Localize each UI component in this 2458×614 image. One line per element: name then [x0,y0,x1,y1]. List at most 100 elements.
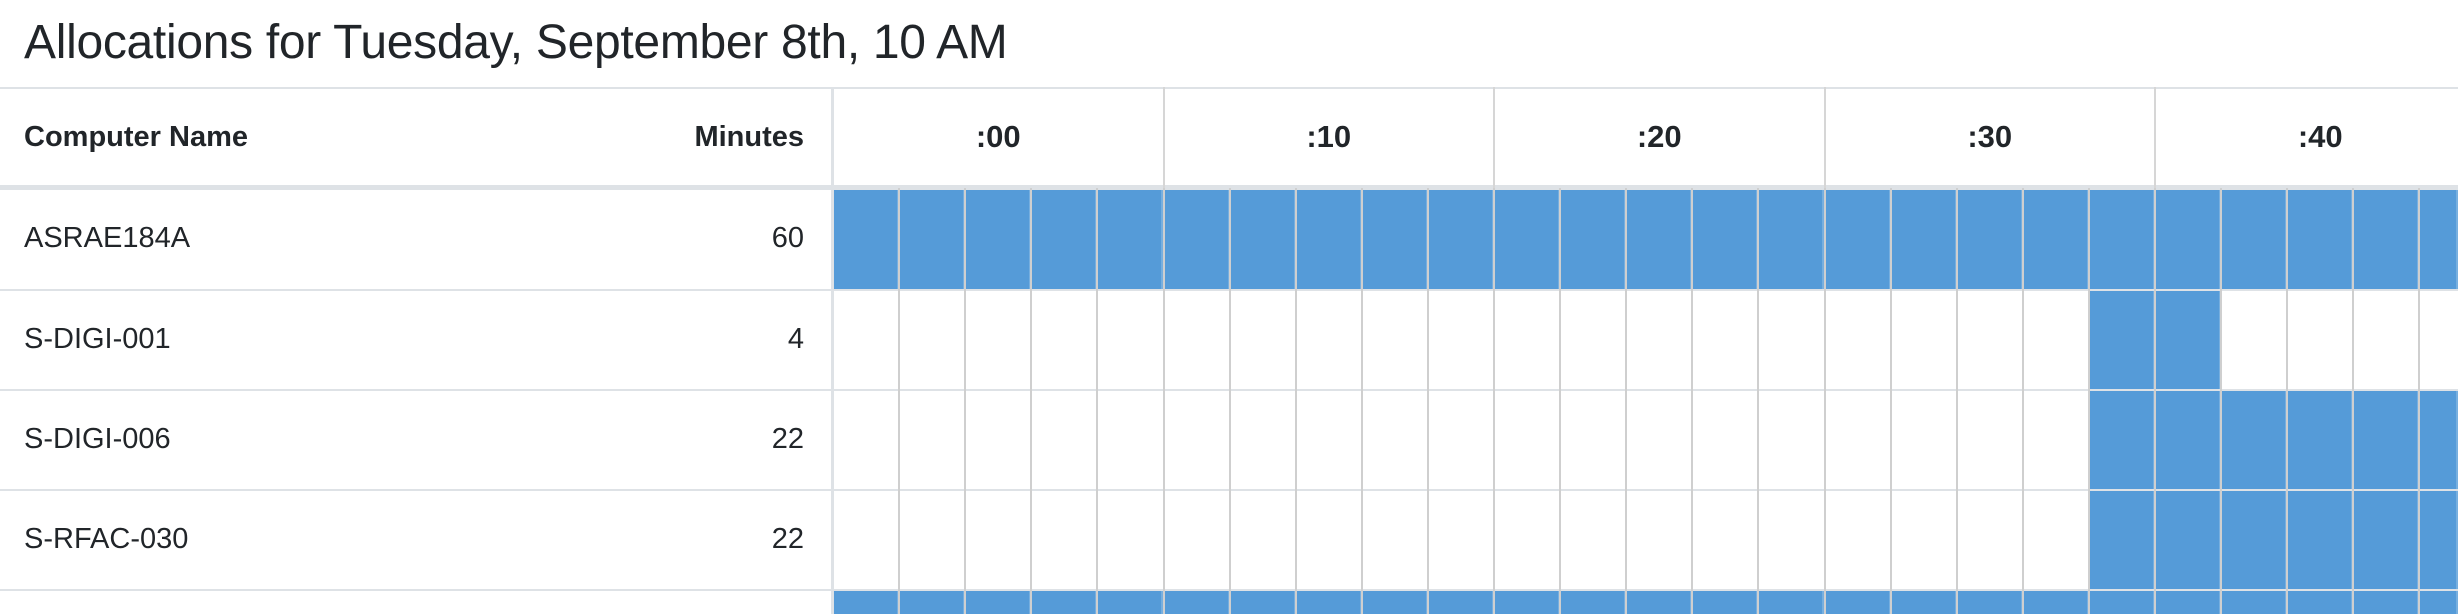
allocation-slot [2155,391,2222,490]
allocation-slot [965,591,1032,614]
slot-divider [2154,188,2156,614]
allocation-slot [1163,190,1230,289]
time-header: :10 [1306,119,1352,154]
allocation-slot [1890,591,1957,614]
allocation-slot [2353,391,2420,490]
allocation-slot [2155,190,2222,289]
allocation-slot [2419,591,2458,614]
allocation-slot [1295,591,1362,614]
slot-divider [2087,188,2090,614]
minutes-cell: 4 [787,322,804,355]
allocation-slot [2221,190,2288,289]
allocation-slot [1361,591,1428,614]
allocation-slot [1626,190,1693,289]
slot-divider [2220,188,2223,614]
allocation-slot [2022,591,2089,614]
allocation-slot [2088,491,2155,590]
time-header: :30 [1967,119,2013,154]
computer-name-cell: S-DIGI-006 [24,422,171,455]
time-group-divider [1493,87,1495,188]
page-title: Allocations for Tuesday, September 8th, … [24,16,1008,69]
time-header: :00 [975,119,1021,154]
allocation-slot [1626,591,1693,614]
allocation-slot [2419,190,2458,289]
time-header: :20 [1636,119,1682,154]
minutes-cell: 22 [771,422,804,455]
allocation-slot [1163,591,1230,614]
column-header-minutes: Minutes [694,120,804,153]
slot-divider [1625,188,1628,614]
allocation-slot [2088,190,2155,289]
allocation-slot [899,591,966,614]
computer-name-cell: S-RFAC-030 [24,522,189,555]
allocation-slot [2221,391,2288,490]
allocation-slot [1494,190,1561,289]
allocation-slot [2287,391,2354,490]
allocation-slot [965,190,1032,289]
allocation-slot [2353,491,2420,590]
minutes-cell: 22 [771,522,804,555]
computer-name-cell: ASRAE184A [24,221,191,254]
allocation-slot [833,591,900,614]
time-header: :40 [2297,119,2343,154]
allocation-slot [2353,591,2420,614]
allocation-slot [2287,591,2354,614]
time-group-divider [2154,87,2156,188]
allocation-slot [1295,190,1362,289]
allocation-slot [2088,591,2155,614]
slot-divider [2418,188,2421,614]
allocation-slot [1692,591,1759,614]
table-top-border [0,87,2458,89]
allocation-slot [2022,190,2089,289]
slot-divider [1228,188,1231,614]
allocation-slot [1824,591,1891,614]
allocation-slot [1758,591,1825,614]
slot-divider [1030,188,1033,614]
allocation-slot [1229,591,1296,614]
allocation-slot [2155,291,2222,390]
header-bottom-border [0,185,2458,190]
time-grid-divider [831,87,834,614]
allocation-slot [2088,391,2155,490]
slot-divider [1955,188,1958,614]
allocation-slot [2287,190,2354,289]
allocation-slot [2353,190,2420,289]
minutes-cell: 60 [771,221,804,254]
slot-divider [2021,188,2024,614]
allocation-slot [2221,491,2288,590]
slot-divider [898,188,901,614]
slot-divider [964,188,967,614]
allocation-slot [1031,190,1098,289]
allocation-slot [1560,591,1627,614]
allocation-slot [2419,391,2458,490]
slot-divider [1889,188,1892,614]
computer-name-cell: S-DIGI-001 [24,322,171,355]
allocation-slot [1229,190,1296,289]
slot-divider [2286,188,2289,614]
slot-divider [1162,188,1165,614]
column-header-computer-name: Computer Name [24,120,248,153]
allocation-slot [1956,190,2023,289]
slot-divider [1823,188,1826,614]
time-group-divider [1162,87,1165,188]
allocation-slot [1361,190,1428,289]
slot-divider [1096,188,1099,614]
slot-divider [1691,188,1694,614]
time-group-divider [1823,87,1826,188]
slot-divider [1559,188,1562,614]
slot-divider [1757,188,1760,614]
slot-divider [2352,188,2355,614]
allocation-slot [2287,491,2354,590]
allocation-slot [1956,591,2023,614]
allocation-slot [2088,291,2155,390]
allocation-slot [2419,491,2458,590]
allocation-slot [2155,491,2222,590]
allocation-slot [1494,591,1561,614]
slot-divider [1493,188,1495,614]
allocation-slot [1097,190,1164,289]
slot-divider [1294,188,1297,614]
slot-divider [1360,188,1363,614]
allocation-slot [1692,190,1759,289]
allocation-slot [1097,591,1164,614]
